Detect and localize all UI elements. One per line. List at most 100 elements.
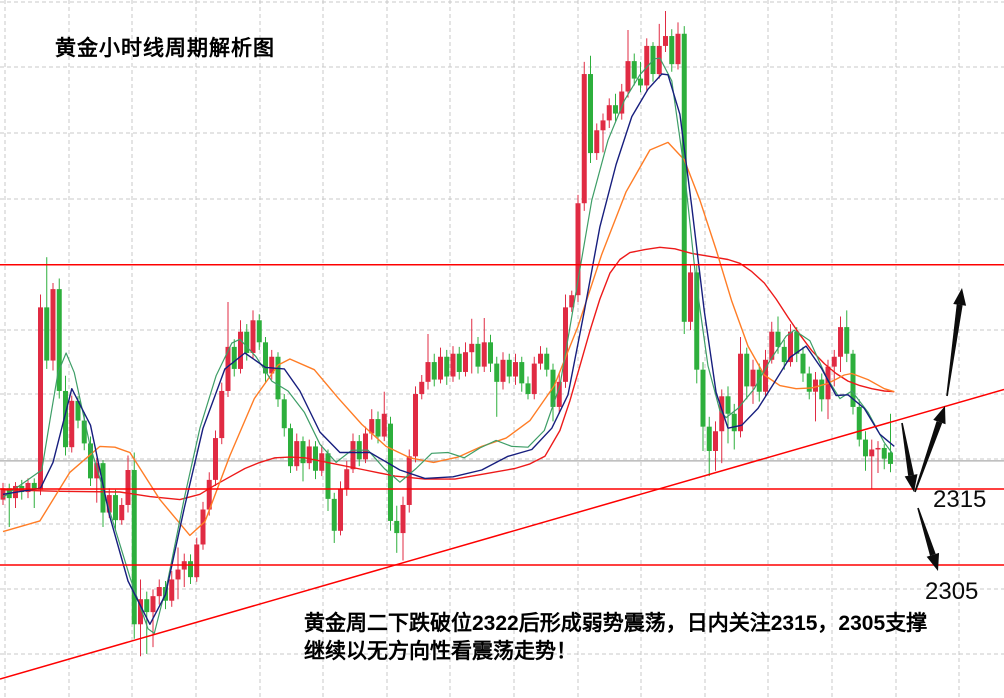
candle-body xyxy=(56,289,62,391)
candle-body xyxy=(50,289,56,361)
candle-body xyxy=(38,307,43,490)
candle-body xyxy=(338,489,343,531)
candle-body xyxy=(438,356,443,380)
candle-body xyxy=(688,272,693,322)
candle-body xyxy=(644,45,650,86)
candle-body xyxy=(250,320,256,353)
candle-body xyxy=(700,369,706,427)
candle-body xyxy=(150,596,156,613)
candle-body xyxy=(75,400,81,421)
candle-body xyxy=(388,423,393,521)
arrow-shaft-break-down-to-2315 xyxy=(901,422,915,476)
candle-body xyxy=(363,433,368,460)
candle-body xyxy=(775,331,781,347)
candle-body xyxy=(413,394,418,457)
candle-body xyxy=(844,327,850,354)
arrow-head-break-down-to-2315 xyxy=(904,474,918,492)
candle-body xyxy=(313,446,318,471)
candle-body xyxy=(156,587,162,597)
candle-body xyxy=(431,362,437,380)
candle-body xyxy=(606,105,612,121)
ma_slowest_red-line xyxy=(2,246,895,501)
candle-body xyxy=(300,441,306,464)
candle-body xyxy=(238,331,243,369)
candle-body xyxy=(463,352,468,372)
candle-body xyxy=(500,359,506,382)
candle-body xyxy=(331,498,337,531)
candle-body xyxy=(638,78,643,86)
candle-body xyxy=(563,307,568,382)
candle-body xyxy=(881,447,887,459)
candle-body xyxy=(850,353,856,407)
candle-body xyxy=(556,381,562,407)
candle-body xyxy=(369,419,375,434)
candle-body xyxy=(569,295,575,308)
ma_mid_navy-line xyxy=(2,73,895,625)
candle-body xyxy=(475,343,481,367)
forecast-arrows xyxy=(901,288,967,571)
candle-body xyxy=(419,381,425,394)
candle-body xyxy=(225,346,231,391)
candle-body xyxy=(88,443,93,479)
candle-body xyxy=(381,413,387,437)
candle-body xyxy=(875,447,881,450)
candle-body xyxy=(175,569,181,580)
candle-body xyxy=(888,452,893,464)
candle-body xyxy=(206,479,212,510)
ascending-trendline xyxy=(0,388,1004,680)
annotation-line-1: 黄金周二下跌破位2322后形成弱势震荡，日内关注2315，2305支撑 xyxy=(304,612,928,635)
candle-body xyxy=(213,438,218,480)
candle-body xyxy=(631,61,637,79)
candle-body xyxy=(506,359,512,377)
candle-body xyxy=(713,431,718,451)
candle-body xyxy=(600,120,606,131)
candle-body xyxy=(319,453,325,471)
candle-body xyxy=(169,579,175,601)
candle-body xyxy=(69,400,75,448)
candle-body xyxy=(856,406,862,440)
candle-body xyxy=(25,482,31,493)
level-lines xyxy=(0,264,1004,566)
candle-body xyxy=(269,356,275,374)
candle-body xyxy=(256,320,262,343)
support-2315-label: 2315 xyxy=(933,486,987,513)
ma_slow_orange-line xyxy=(2,141,895,537)
chart-title: 黄金小时线周期解析图 xyxy=(55,37,275,60)
candle-body xyxy=(375,419,381,437)
candle-body xyxy=(456,353,462,372)
candle-body xyxy=(731,413,737,432)
candle-body xyxy=(488,342,493,364)
candle-body xyxy=(813,379,818,392)
analysis-annotation: 黄金周二下跌破位2322后形成弱势震荡，日内关注2315，2305支撑 继续以无… xyxy=(304,610,927,666)
candle-body xyxy=(544,353,550,370)
candle-body xyxy=(581,74,587,204)
candle-body xyxy=(406,456,412,505)
candle-body xyxy=(469,343,475,353)
candle-body xyxy=(619,91,625,114)
candle-body xyxy=(444,356,450,377)
ma_fast_green-line xyxy=(2,57,893,635)
candle-body xyxy=(800,353,806,374)
candle-body xyxy=(513,362,518,377)
annotation-line-2: 继续以无方向性看震荡走势！ xyxy=(304,640,577,663)
candle-body xyxy=(144,599,150,613)
candle-body xyxy=(306,446,312,464)
candle-body xyxy=(394,520,400,534)
candle-body xyxy=(44,307,50,361)
candle-body xyxy=(538,353,543,364)
candle-body xyxy=(744,353,750,387)
candle-body xyxy=(138,599,143,625)
arrow-shaft-alternative-drop-to-2305 xyxy=(917,507,936,556)
candle-body xyxy=(194,544,200,578)
candle-body xyxy=(188,561,193,578)
candle-body xyxy=(750,369,756,387)
candle-body xyxy=(519,362,525,384)
candle-body xyxy=(288,428,293,467)
candle-body xyxy=(794,331,800,354)
candle-body xyxy=(681,33,687,322)
candle-body xyxy=(781,346,787,363)
candle-body xyxy=(125,470,131,505)
candle-body xyxy=(244,331,250,353)
